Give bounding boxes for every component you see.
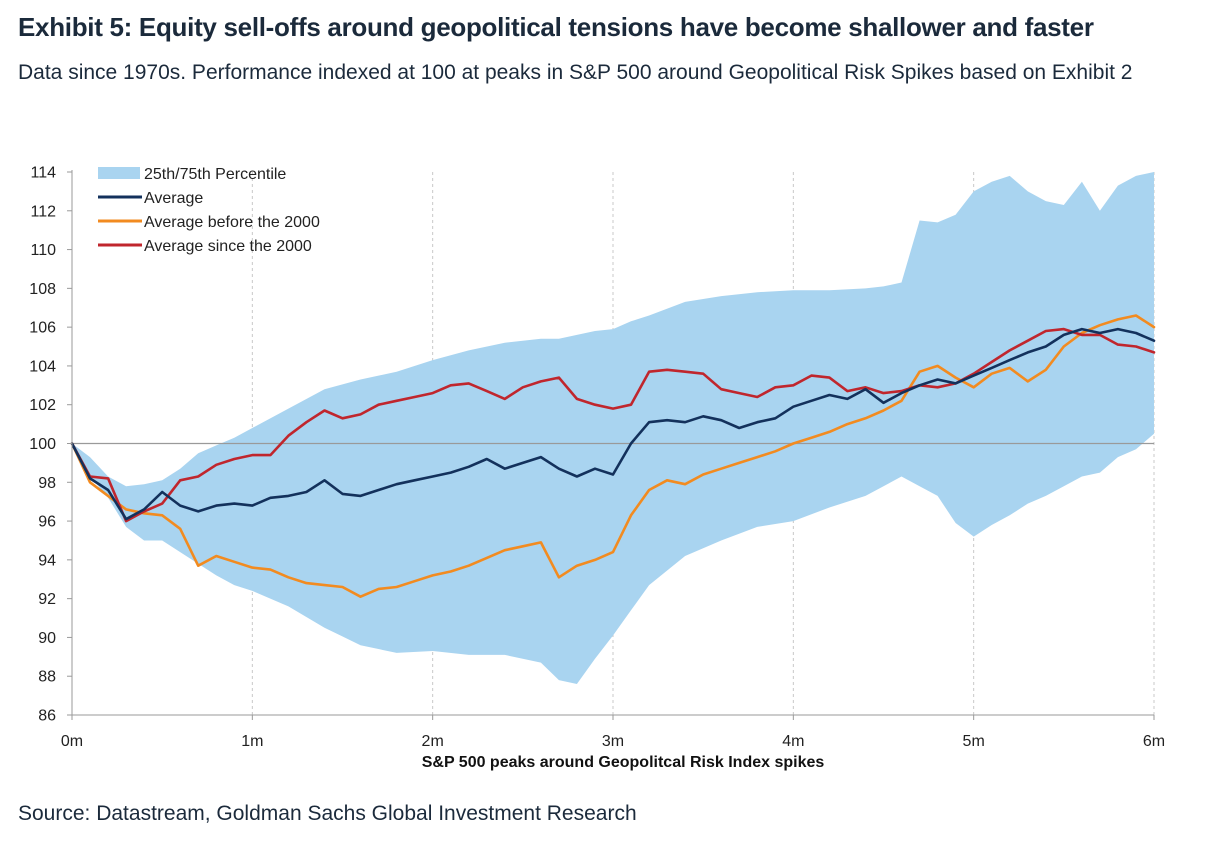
y-tick-label: 108 xyxy=(29,281,56,298)
legend-swatch-band xyxy=(98,167,140,179)
y-tick-label: 110 xyxy=(30,242,56,259)
y-tick-label: 100 xyxy=(29,436,56,453)
y-tick-label: 90 xyxy=(38,630,56,647)
x-tick-label: 0m xyxy=(61,733,83,750)
series-since-2000-line xyxy=(70,327,1156,523)
legend-item-before-2000-label: Average before the 2000 xyxy=(144,214,320,231)
x-tick-label: 3m xyxy=(602,733,624,750)
percentile-band-layer xyxy=(72,172,1154,684)
legend-item-average-label: Average xyxy=(144,190,203,207)
y-tick-label: 104 xyxy=(29,358,56,375)
axes: 86 88 90 92 94 96 98 100 102 104 106 108 110 112 114 0m… xyxy=(29,165,1165,751)
y-tick-label: 94 xyxy=(38,552,56,569)
chart-title: Exhibit 5: Equity sell-offs around geopo… xyxy=(18,12,1094,42)
legend: 25th/75th Percentile Average Average befor… xyxy=(98,166,320,255)
y-tick-label: 98 xyxy=(38,475,56,492)
line-chart: 86 88 90 92 94 96 98 100 102 104 106 108 110 112 114 0m… xyxy=(29,165,1165,772)
y-tick-label: 92 xyxy=(38,591,56,608)
series-average-line xyxy=(70,327,1156,521)
x-tick-label: 1m xyxy=(241,733,263,750)
source-note: Source: Datastream, Goldman Sachs Global… xyxy=(18,802,637,825)
series-before-2000-line xyxy=(70,314,1156,599)
x-tick-label: 5m xyxy=(963,733,985,750)
legend-label-band: 25th/75th Percentile xyxy=(144,166,286,183)
x-tick-label: 4m xyxy=(782,733,804,750)
y-tick-label: 86 xyxy=(38,708,56,725)
x-tick-label: 6m xyxy=(1143,733,1165,750)
y-tick-label: 106 xyxy=(29,320,56,337)
y-tick-label: 114 xyxy=(30,165,56,182)
y-tick-label: 96 xyxy=(38,514,56,531)
series-layer xyxy=(70,314,1156,599)
y-tick-label: 102 xyxy=(29,397,56,414)
chart-subtitle: Data since 1970s. Performance indexed at… xyxy=(18,61,1133,84)
legend-item-since-2000-label: Average since the 2000 xyxy=(144,238,312,255)
x-tick-label: 2m xyxy=(422,733,444,750)
x-axis-title: S&P 500 peaks around Geopolitcal Risk In… xyxy=(422,754,825,771)
y-tick-label: 112 xyxy=(30,203,56,220)
percentile-band xyxy=(72,172,1154,684)
y-tick-label: 88 xyxy=(38,669,56,686)
